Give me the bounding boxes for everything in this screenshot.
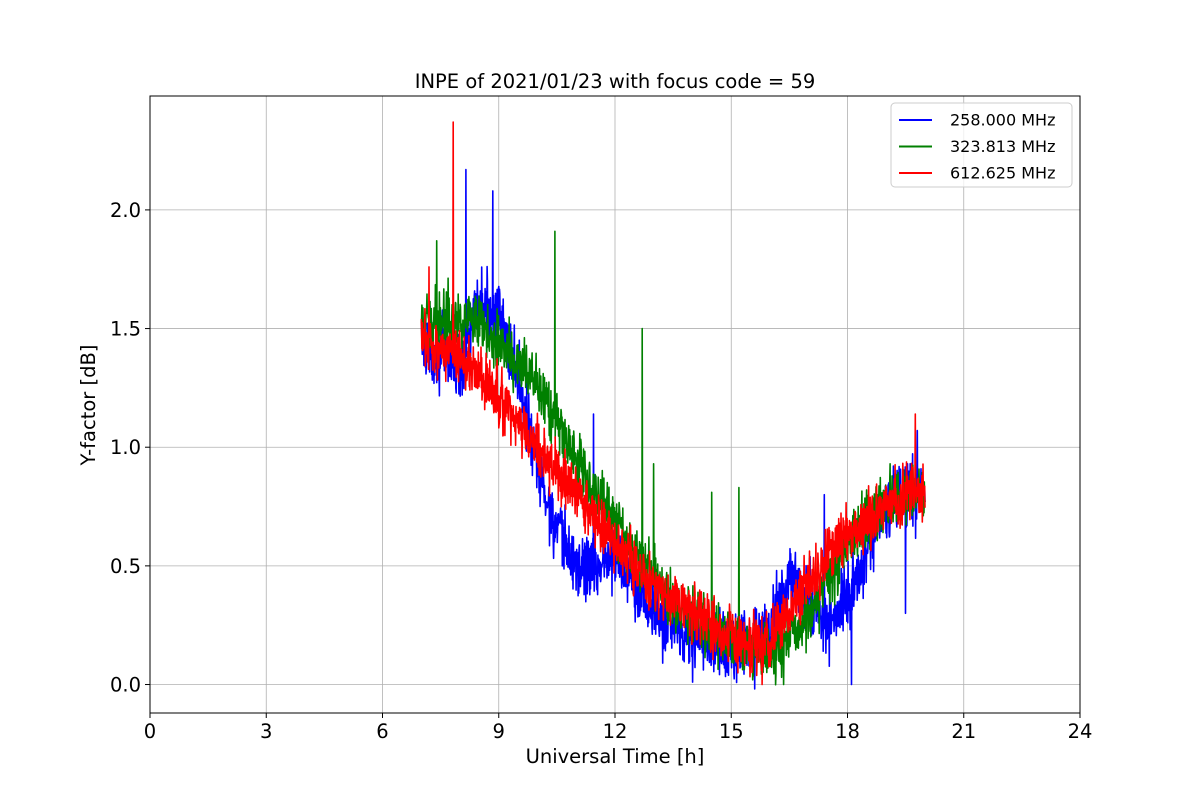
x-tick-label: 21	[951, 720, 976, 743]
legend-label: 323.813 MHz	[950, 137, 1055, 156]
x-tick-label: 15	[719, 720, 744, 743]
y-axis-label: Y-factor [dB]	[77, 345, 100, 467]
x-axis-label: Universal Time [h]	[526, 745, 705, 768]
x-tick-label: 0	[144, 720, 156, 743]
x-tick-label: 18	[835, 720, 860, 743]
x-tick-label: 9	[493, 720, 505, 743]
legend-box	[890, 102, 1073, 188]
tick-layer: 0 3 6 9 12 15 18 21 24 0.0 0.5 1.0 1.5 2.0	[110, 199, 1092, 743]
y-tick-label: 1.5	[110, 318, 141, 341]
legend-label: 258.000 MHz	[950, 111, 1055, 130]
y-tick-label: 2.0	[110, 199, 141, 222]
legend-label: 612.625 MHz	[950, 164, 1055, 183]
y-tick-label: 0.5	[110, 555, 141, 578]
x-tick-label: 12	[603, 720, 628, 743]
x-tick-label: 24	[1068, 720, 1093, 743]
y-tick-label: 1.0	[110, 436, 141, 459]
x-tick-label: 6	[376, 720, 388, 743]
series-layer	[420, 121, 926, 690]
y-tick-label: 0.0	[110, 674, 141, 697]
chart-title: INPE of 2021/01/23 with focus code = 59	[415, 70, 816, 93]
x-tick-label: 3	[260, 720, 272, 743]
series-line-3	[420, 121, 926, 686]
legend: 258.000 MHz 323.813 MHz 612.625 MHz	[890, 102, 1073, 188]
